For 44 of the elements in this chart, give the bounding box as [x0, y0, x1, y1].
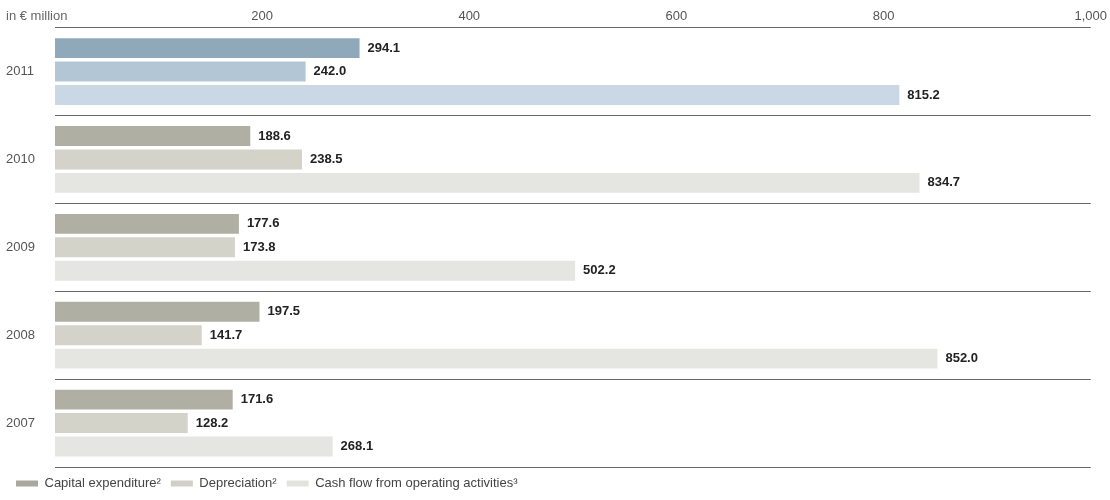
- data-label: 128.2: [195, 414, 229, 430]
- data-label: 197.5: [267, 303, 301, 319]
- bar: [54, 301, 260, 322]
- data-label: 173.8: [242, 238, 276, 254]
- legend-label: Cash flow from operating activities³: [315, 475, 519, 491]
- bar: [54, 325, 202, 346]
- y-tick-label: 2011: [6, 63, 34, 79]
- bar: [54, 348, 938, 369]
- legend-label: Depreciation²: [199, 475, 278, 491]
- y-tick-label: 2007: [6, 414, 35, 430]
- data-label: 502.2: [583, 262, 616, 278]
- data-label: 268.1: [340, 438, 374, 454]
- bar: [54, 436, 333, 457]
- bar: [54, 172, 920, 193]
- x-axis-title: in € million: [6, 8, 68, 24]
- x-tick-label: 200: [251, 8, 273, 24]
- bar: [54, 61, 306, 82]
- x-tick-label: 1,000: [1074, 8, 1108, 24]
- data-label: 834.7: [927, 174, 961, 190]
- data-label: 188.6: [258, 127, 291, 143]
- bar: [54, 126, 251, 146]
- bar: [54, 85, 900, 105]
- data-label: 141.7: [209, 326, 243, 342]
- data-label: 242.0: [313, 63, 347, 79]
- data-label: 852.0: [945, 350, 978, 366]
- bar: [54, 260, 576, 281]
- x-tick-label: 400: [458, 8, 481, 24]
- bar: [54, 237, 235, 258]
- bar: [54, 413, 188, 434]
- data-label: 238.5: [309, 151, 343, 166]
- data-label: 294.1: [367, 39, 401, 55]
- x-tick-label: 600: [665, 8, 688, 24]
- y-tick-label: 2008: [6, 326, 35, 342]
- bar: [54, 38, 360, 59]
- bar: [54, 149, 302, 170]
- bar: [54, 389, 233, 410]
- data-label: 815.2: [907, 86, 940, 102]
- bar: [54, 213, 239, 234]
- legend-label: Capital expenditure²: [44, 475, 162, 491]
- y-tick-label: 2009: [6, 238, 35, 254]
- y-tick-label: 2010: [6, 151, 35, 166]
- data-label: 177.6: [246, 215, 280, 231]
- data-label: 171.6: [240, 391, 274, 407]
- x-tick-label: 800: [872, 8, 895, 24]
